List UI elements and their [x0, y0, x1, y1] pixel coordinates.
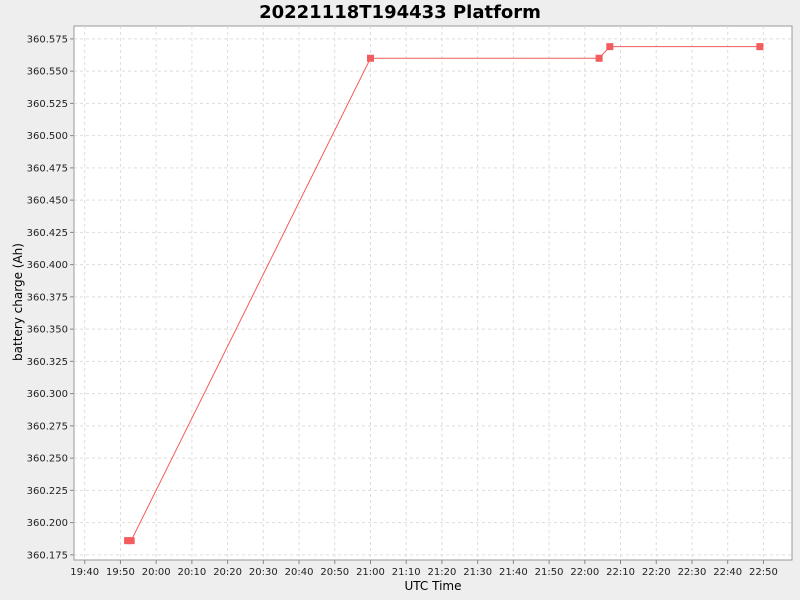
- y-tick-label: 360.175: [27, 550, 68, 561]
- x-tick-label: 21:10: [392, 567, 421, 578]
- x-tick-label: 21:50: [535, 567, 564, 578]
- x-tick-label: 21:00: [356, 567, 385, 578]
- x-tick-label: 22:00: [570, 567, 599, 578]
- plot-area: [73, 25, 793, 561]
- axes: 19:40 19:50 20:00 20:10 20:20 20:30 20:40 20:50…: [27, 34, 778, 578]
- y-tick-label: 360.425: [27, 228, 68, 239]
- y-tick-label: 360.200: [27, 518, 68, 529]
- grid-lines: [74, 26, 792, 560]
- y-tick-label: 360.325: [27, 357, 68, 368]
- x-tick-label: 20:20: [213, 567, 242, 578]
- data-series: [124, 43, 764, 545]
- x-tick-label: 22:20: [642, 567, 671, 578]
- x-tick-label: 20:50: [320, 567, 349, 578]
- x-tick-label: 22:40: [713, 567, 742, 578]
- y-tick-label: 360.350: [27, 325, 68, 336]
- y-tick-label: 360.400: [27, 260, 68, 271]
- y-axis-label: battery charge (Ah): [11, 243, 25, 361]
- chart-title: 20221118T194433 Platform: [259, 2, 541, 23]
- y-tick-label: 360.275: [27, 421, 68, 432]
- x-tick-label: 21:40: [499, 567, 528, 578]
- data-point: [595, 54, 603, 62]
- data-point: [124, 537, 132, 545]
- data-point: [127, 537, 135, 545]
- x-tick-label: 21:30: [463, 567, 492, 578]
- y-tick-label: 360.550: [27, 67, 68, 78]
- y-tick-label: 360.250: [27, 454, 68, 465]
- data-point: [756, 43, 764, 51]
- x-tick-label: 20:00: [142, 567, 171, 578]
- y-tick-label: 360.450: [27, 196, 68, 207]
- x-tick-label: 22:50: [749, 567, 778, 578]
- y-tick-label: 360.575: [27, 34, 68, 45]
- x-tick-label: 21:20: [428, 567, 457, 578]
- y-tick-label: 360.225: [27, 486, 68, 497]
- data-point: [606, 43, 614, 51]
- y-tick-label: 360.300: [27, 389, 68, 400]
- x-axis-label: UTC Time: [405, 579, 462, 593]
- x-tick-label: 20:40: [285, 567, 314, 578]
- x-tick-label: 19:50: [106, 567, 135, 578]
- x-tick-label: 20:10: [177, 567, 206, 578]
- y-tick-label: 360.525: [27, 99, 68, 110]
- y-tick-label: 360.375: [27, 292, 68, 303]
- x-tick-label: 22:10: [606, 567, 635, 578]
- y-tick-label: 360.500: [27, 131, 68, 142]
- x-tick-label: 19:40: [70, 567, 99, 578]
- data-point: [366, 54, 374, 62]
- x-tick-label: 22:30: [678, 567, 707, 578]
- x-tick-label: 20:30: [249, 567, 278, 578]
- y-tick-label: 360.475: [27, 163, 68, 174]
